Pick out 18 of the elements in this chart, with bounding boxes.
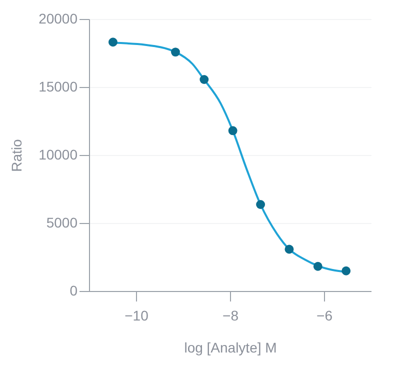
point xyxy=(313,262,322,271)
y-tick-label: 10000 xyxy=(38,146,78,162)
point xyxy=(342,266,351,276)
point xyxy=(108,38,118,47)
point xyxy=(284,244,294,254)
y-tick-label: 0 xyxy=(70,282,78,298)
x-tick-label: −6 xyxy=(316,308,333,324)
x-tick-label: −8 xyxy=(222,308,239,324)
point xyxy=(200,75,209,84)
point xyxy=(228,126,238,136)
point xyxy=(171,48,180,57)
y-tick-label: 5000 xyxy=(46,214,78,230)
y-axis-title: Ratio xyxy=(8,138,25,172)
y-tick-label: 20000 xyxy=(38,10,78,26)
x-tick-label: −10 xyxy=(124,308,149,324)
point xyxy=(256,200,266,209)
x-axis-title: log [Analyte] M xyxy=(184,340,277,356)
y-tick-label: 15000 xyxy=(38,78,78,94)
